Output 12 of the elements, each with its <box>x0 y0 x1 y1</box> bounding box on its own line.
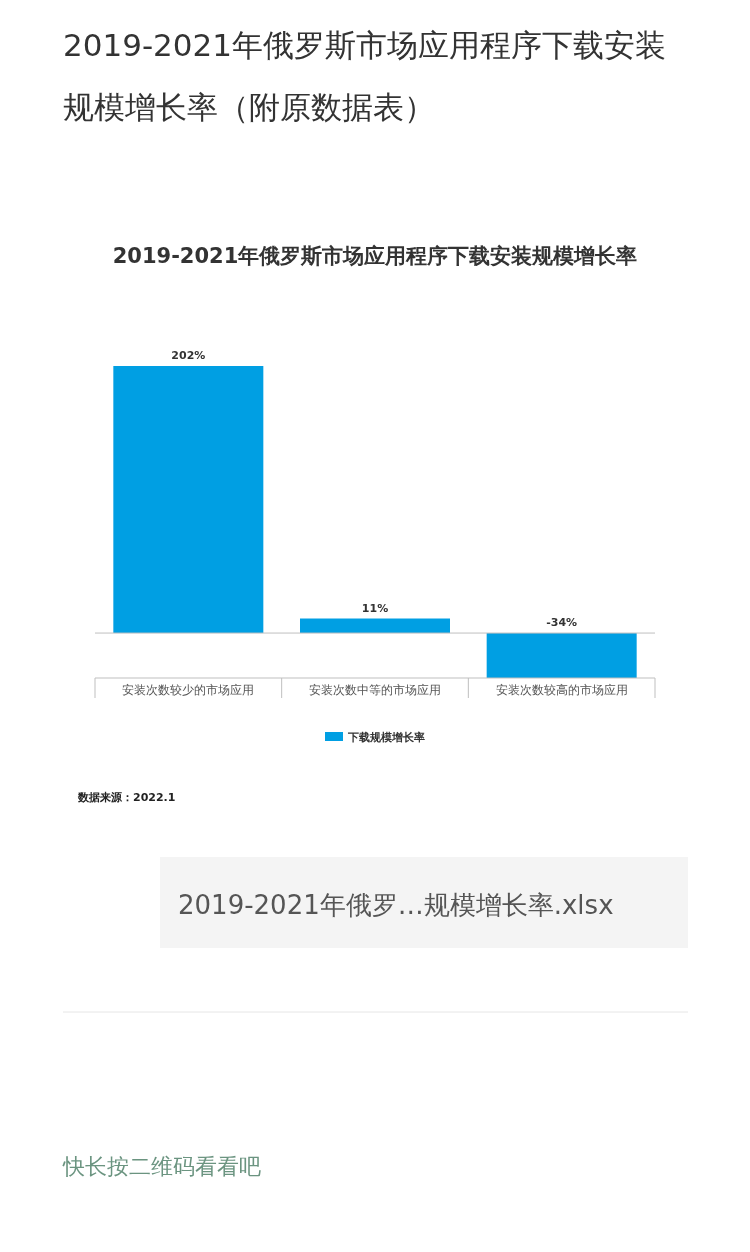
data-label: -34% <box>546 616 578 630</box>
text: 2019-2021年俄罗…规模增长率.xlsx <box>178 890 614 920</box>
x-tick-label: 安装次数较高的市场应用 <box>495 683 628 697</box>
data-label: 11% <box>361 601 389 615</box>
chart-subtitle: 2019-2021年俄罗斯市场应用程序下载安装规模增长率（附原数据表） <box>63 26 667 127</box>
text: 快长按二维码看看吧 <box>62 1154 261 1179</box>
x-tick-label: 安装次数中等的市场应用 <box>309 683 441 697</box>
source-note: 数据来源：2022.1 <box>77 791 176 804</box>
legend-label: 下载规模增长率 <box>347 731 425 744</box>
x-tick-label: 安装次数较少的市场应用 <box>122 683 255 697</box>
chart-title: 2019-2021年俄罗斯市场应用程序下载安装规模增长率 <box>112 244 638 268</box>
data-label: 202% <box>171 349 206 362</box>
